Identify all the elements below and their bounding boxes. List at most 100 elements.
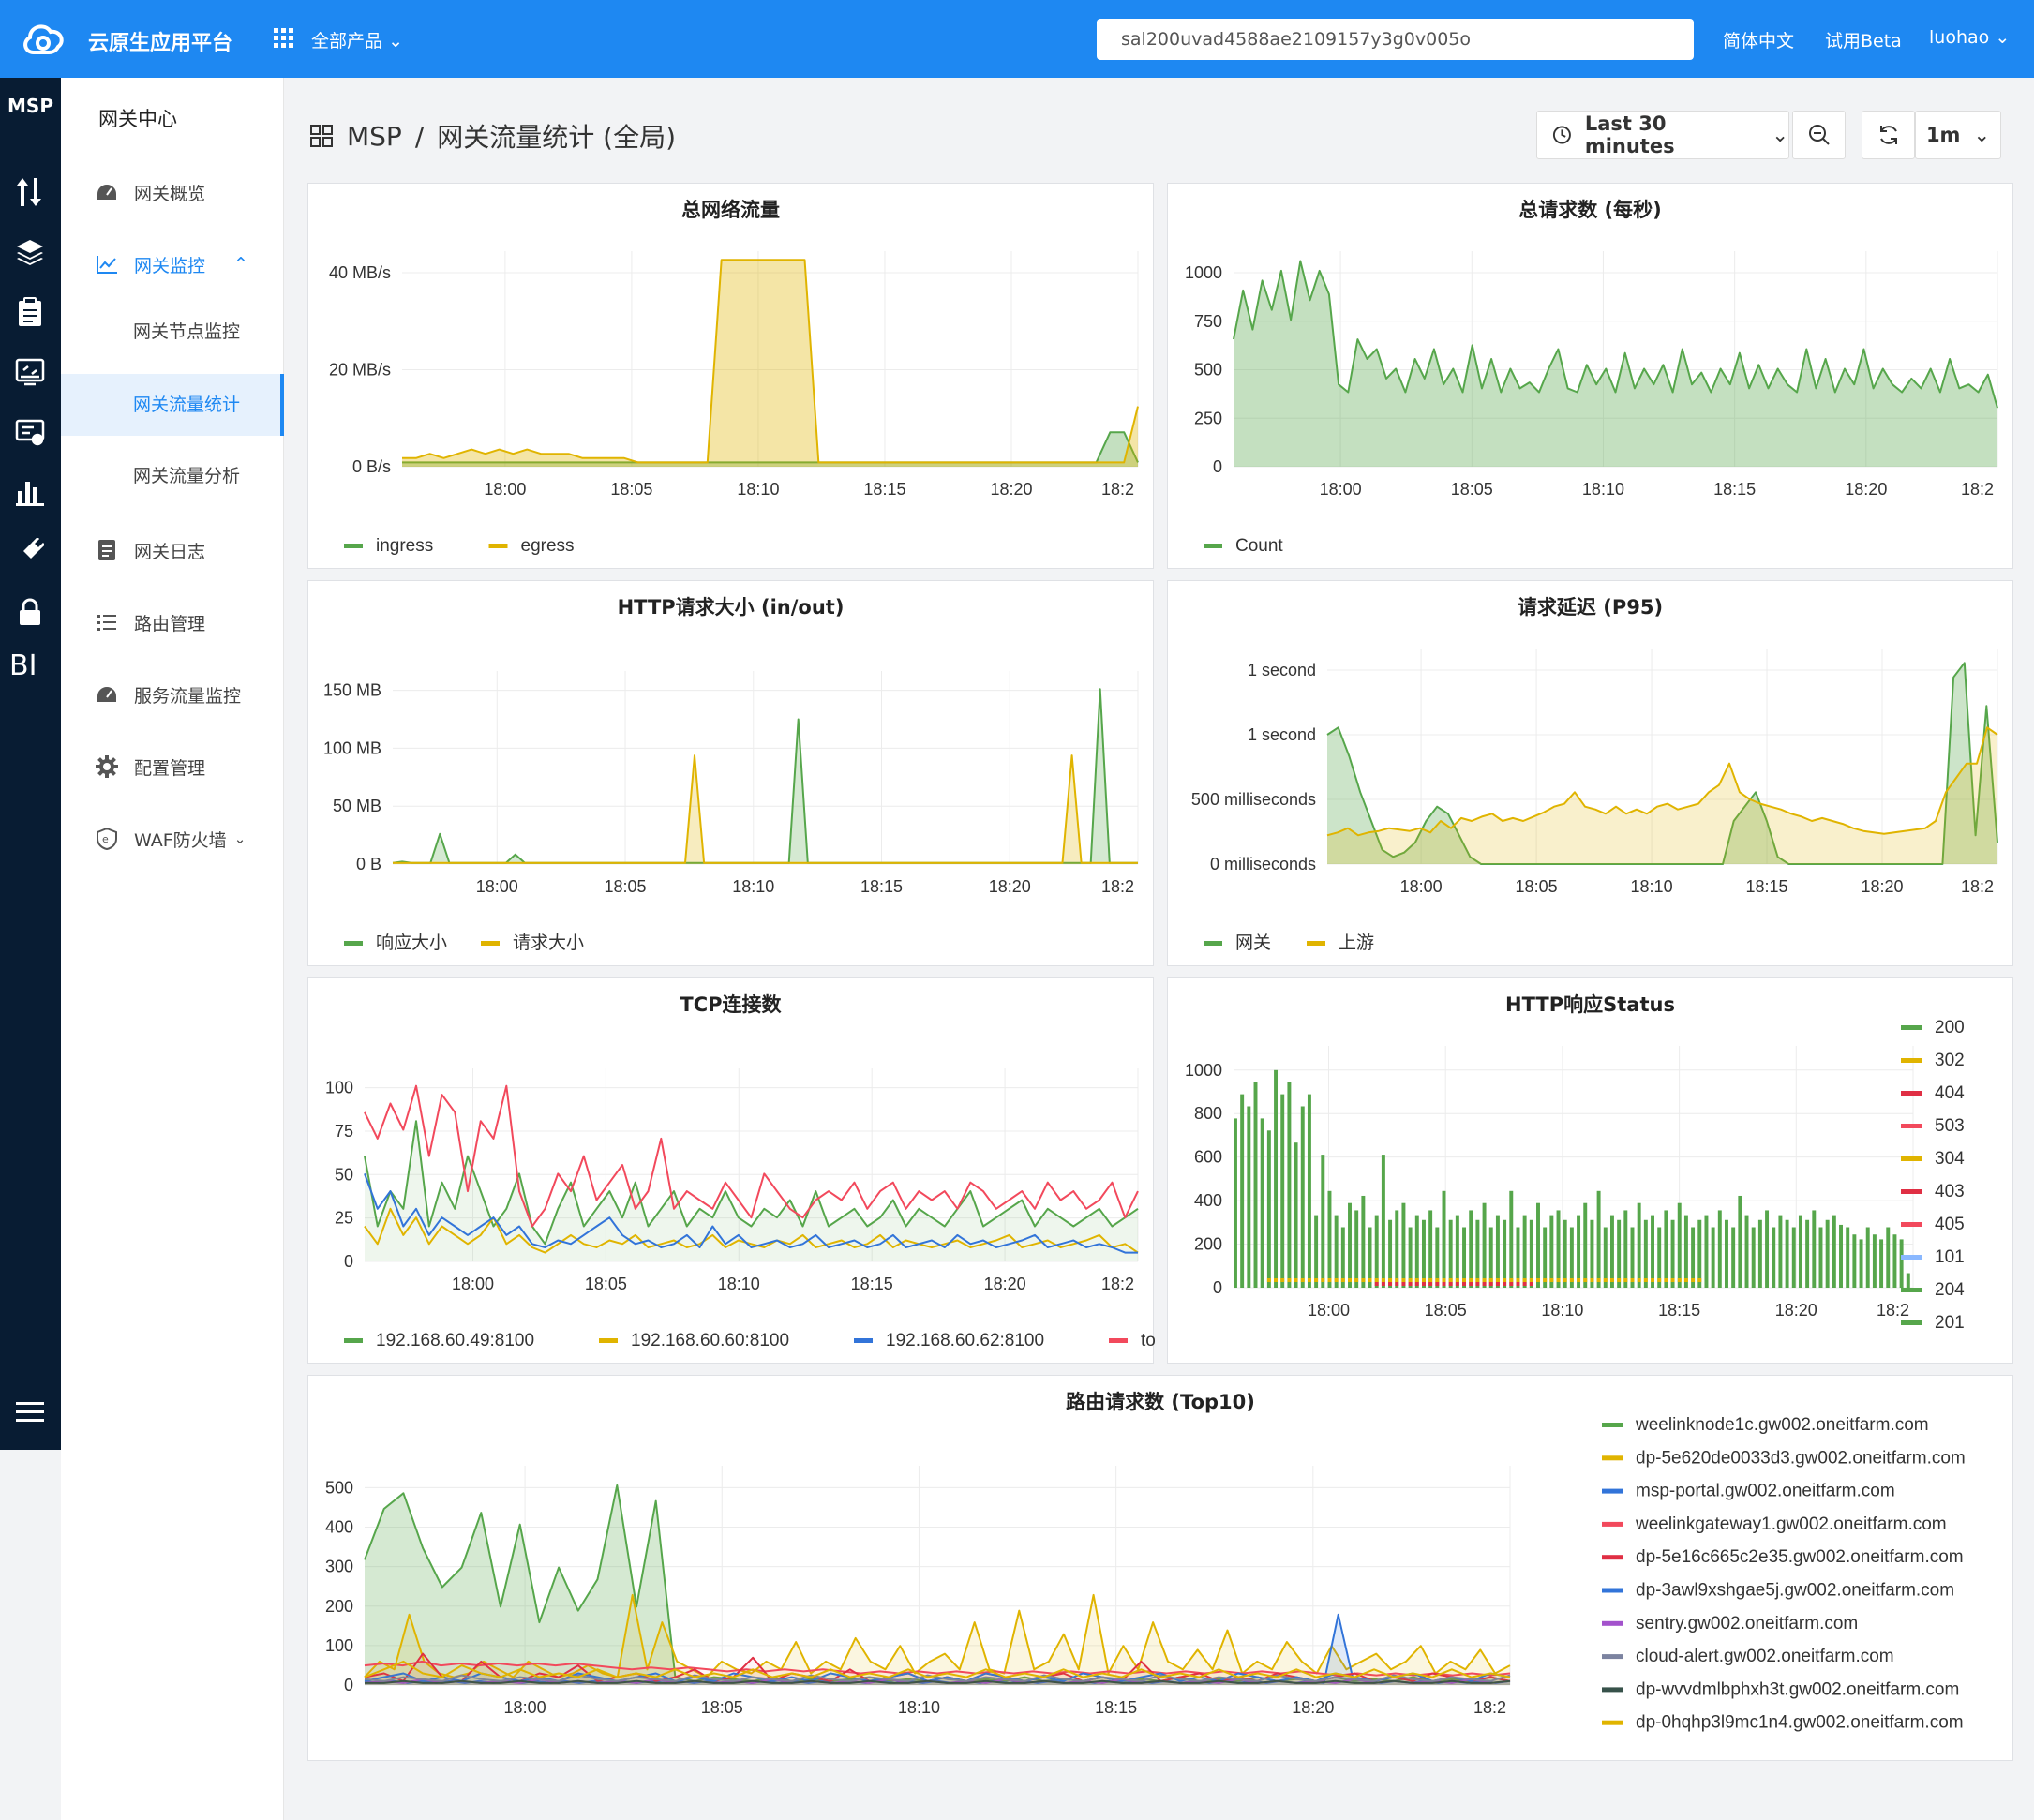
sidebar-subitem-traffic-analysis[interactable]: 网关流量分析 bbox=[133, 466, 241, 486]
sidebar-item-service-traffic[interactable]: 服务流量监控 bbox=[61, 674, 284, 715]
legend-label[interactable]: 192.168.60.49:8100 bbox=[376, 1331, 534, 1350]
bar bbox=[1825, 1219, 1830, 1288]
bar-404 bbox=[1428, 1282, 1433, 1286]
sidebar-item-monitoring[interactable]: 网关监控 ⌃ bbox=[61, 244, 284, 285]
bar-chart-icon[interactable] bbox=[11, 475, 49, 509]
language-switch[interactable]: 简体中文 bbox=[1723, 31, 1795, 52]
bar-302 bbox=[1408, 1278, 1413, 1282]
legend-label[interactable]: dp-5e16c665c2e35.gw002.oneitfarm.com bbox=[1636, 1547, 1964, 1567]
legend-label[interactable]: 201 bbox=[1935, 1313, 1965, 1333]
legend-label[interactable]: 响应大小 bbox=[376, 932, 447, 953]
legend-label[interactable]: dp-3awl9xshgae5j.gw002.oneitfarm.com bbox=[1636, 1581, 1954, 1601]
bar bbox=[1327, 1190, 1332, 1288]
y-tick-label: 25 bbox=[335, 1209, 353, 1228]
legend-label[interactable]: ingress bbox=[376, 536, 433, 556]
legend-label[interactable]: 405 bbox=[1935, 1215, 1965, 1234]
series-area bbox=[365, 1484, 1510, 1685]
legend-swatch bbox=[1901, 1222, 1922, 1227]
clipboard-icon[interactable] bbox=[11, 295, 49, 329]
y-tick-label: 50 bbox=[335, 1165, 353, 1184]
user-menu[interactable]: luohao ⌄ bbox=[1929, 27, 2010, 48]
legend-label[interactable]: 上游 bbox=[1339, 932, 1374, 953]
bar-302 bbox=[1503, 1278, 1507, 1282]
legend-label[interactable]: 101 bbox=[1935, 1247, 1965, 1267]
apps-grid-icon[interactable] bbox=[274, 28, 294, 49]
legend-label[interactable]: 304 bbox=[1935, 1149, 1965, 1169]
chart-svg[interactable]: 1000 800 600 400 200 0 18:00 18:05 18:10 18:15 18:… bbox=[1168, 978, 2014, 1365]
panel-title: HTTP响应Status bbox=[1505, 993, 1675, 1016]
chart-svg[interactable]: 150 MB 100 MB 50 MB 0 B 18:00 18:05 18:10 18:15… bbox=[308, 581, 1155, 967]
sidebar-item-overview[interactable]: 网关概览 bbox=[61, 172, 284, 213]
chart-svg[interactable]: 1000 750 500 250 0 18:00 18:05 18:10 18:15 18:20 1… bbox=[1168, 184, 2014, 570]
legend-label[interactable]: cloud-alert.gw002.oneitfarm.com bbox=[1636, 1647, 1894, 1666]
chart-svg[interactable]: 500 400 300 200 100 0 18:00 18:05 18:10 18:15 18:2… bbox=[308, 1376, 2014, 1762]
sidebar-item-routes[interactable]: 路由管理 bbox=[61, 602, 284, 643]
sidebar-subitem-traffic-stats[interactable]: 网关流量统计 bbox=[61, 374, 284, 436]
bar-404 bbox=[1381, 1282, 1385, 1286]
legend-label[interactable]: sentry.gw002.oneitfarm.com bbox=[1636, 1614, 1858, 1634]
legend-label[interactable]: total bbox=[1141, 1331, 1155, 1350]
bar-404 bbox=[1374, 1282, 1379, 1286]
sidebar-item-waf[interactable]: e WAF防火墙 ⌄ bbox=[61, 818, 284, 859]
legend-label[interactable]: 204 bbox=[1935, 1280, 1965, 1300]
app-rail: MSP BI bbox=[0, 78, 61, 1450]
y-tick-label: 0 bbox=[1213, 1278, 1222, 1297]
traffic-arrows-icon[interactable] bbox=[11, 175, 49, 209]
beta-link[interactable]: 试用Beta bbox=[1825, 31, 1902, 52]
breadcrumb-root[interactable]: MSP bbox=[347, 120, 402, 152]
server-status-icon[interactable] bbox=[11, 415, 49, 449]
series-area bbox=[365, 1594, 1510, 1685]
legend-label[interactable]: egress bbox=[521, 536, 575, 556]
y-tick-label: 400 bbox=[1194, 1191, 1222, 1210]
sidebar-subitem-node-monitor[interactable]: 网关节点监控 bbox=[133, 321, 241, 342]
legend-label[interactable]: 404 bbox=[1935, 1083, 1965, 1103]
bar bbox=[1637, 1202, 1641, 1288]
legend-label[interactable]: 503 bbox=[1935, 1116, 1965, 1136]
legend-label[interactable]: dp-5e620de0033d3.gw002.oneitfarm.com bbox=[1636, 1448, 1966, 1468]
legend-label[interactable]: 403 bbox=[1935, 1182, 1965, 1201]
legend-label[interactable]: 网关 bbox=[1235, 932, 1271, 953]
sidebar-item-logs[interactable]: 网关日志 bbox=[61, 530, 284, 571]
legend-label[interactable]: 请求大小 bbox=[513, 932, 584, 953]
chart-svg[interactable]: 1 second 1 second 500 milliseconds 0 millis… bbox=[1168, 581, 2014, 967]
chart-svg[interactable]: 100 75 50 25 0 18:00 18:05 18:10 18:15 18:20 18:2 1… bbox=[308, 978, 1155, 1365]
zoom-out-button[interactable] bbox=[1792, 111, 1846, 159]
x-tick-label: 18:05 bbox=[1425, 1301, 1467, 1320]
legend-label[interactable]: msp-portal.gw002.oneitfarm.com bbox=[1636, 1482, 1895, 1501]
all-products-menu[interactable]: 全部产品 ⌄ bbox=[311, 27, 403, 52]
legend-label[interactable]: 192.168.60.60:8100 bbox=[631, 1331, 789, 1350]
plugin-icon[interactable] bbox=[11, 535, 49, 569]
sidebar-item-config[interactable]: 配置管理 bbox=[61, 746, 284, 787]
bar-302 bbox=[1287, 1278, 1292, 1282]
x-tick-label: 18:2 bbox=[1101, 480, 1134, 499]
bar-302 bbox=[1388, 1278, 1393, 1282]
legend-swatch bbox=[1602, 1654, 1623, 1660]
hamburger-menu-icon[interactable] bbox=[11, 1395, 49, 1429]
legend-label[interactable]: dp-wvvdmlbphxh3t.gw002.oneitfarm.com bbox=[1636, 1679, 1959, 1699]
legend-swatch bbox=[1602, 1488, 1623, 1494]
legend-label[interactable]: weelinkgateway1.gw002.oneitfarm.com bbox=[1635, 1514, 1947, 1534]
bar bbox=[1879, 1239, 1884, 1288]
cloud-logo-icon[interactable] bbox=[21, 19, 66, 58]
org-search-input[interactable]: sal200uvad4588ae2109157y3g0v005o bbox=[1097, 19, 1694, 60]
brand-title[interactable]: 云原生应用平台 bbox=[88, 32, 233, 55]
refresh-button[interactable] bbox=[1862, 111, 1915, 159]
bar-302 bbox=[1327, 1278, 1332, 1282]
rail-bi-label[interactable]: BI bbox=[9, 649, 37, 682]
monitor-icon[interactable] bbox=[11, 355, 49, 389]
legend-label[interactable]: dp-0hqhp3l9mc1n4.gw002.oneitfarm.com bbox=[1636, 1713, 1964, 1733]
bar-404 bbox=[1503, 1282, 1507, 1286]
bar bbox=[1381, 1155, 1385, 1288]
legend-label[interactable]: Count bbox=[1235, 536, 1283, 556]
layers-icon[interactable] bbox=[11, 235, 49, 269]
legend-label[interactable]: weelinknode1c.gw002.oneitfarm.com bbox=[1635, 1415, 1929, 1435]
refresh-interval-select[interactable]: 1m ⌄ bbox=[1915, 111, 2001, 159]
legend-label[interactable]: 302 bbox=[1935, 1051, 1965, 1070]
lock-icon[interactable] bbox=[11, 595, 49, 629]
time-range-picker[interactable]: Last 30 minutes ⌄ bbox=[1536, 111, 1789, 159]
legend-label[interactable]: 200 bbox=[1935, 1018, 1965, 1037]
rail-msp-label[interactable]: MSP bbox=[7, 95, 53, 117]
chart-svg[interactable]: 40 MB/s 20 MB/s 0 B/s 18:00 18:05 18:10 18:15 1… bbox=[308, 184, 1155, 570]
breadcrumb: MSP / 网关流量统计 (全局) bbox=[309, 117, 676, 155]
legend-label[interactable]: 192.168.60.62:8100 bbox=[886, 1331, 1044, 1350]
